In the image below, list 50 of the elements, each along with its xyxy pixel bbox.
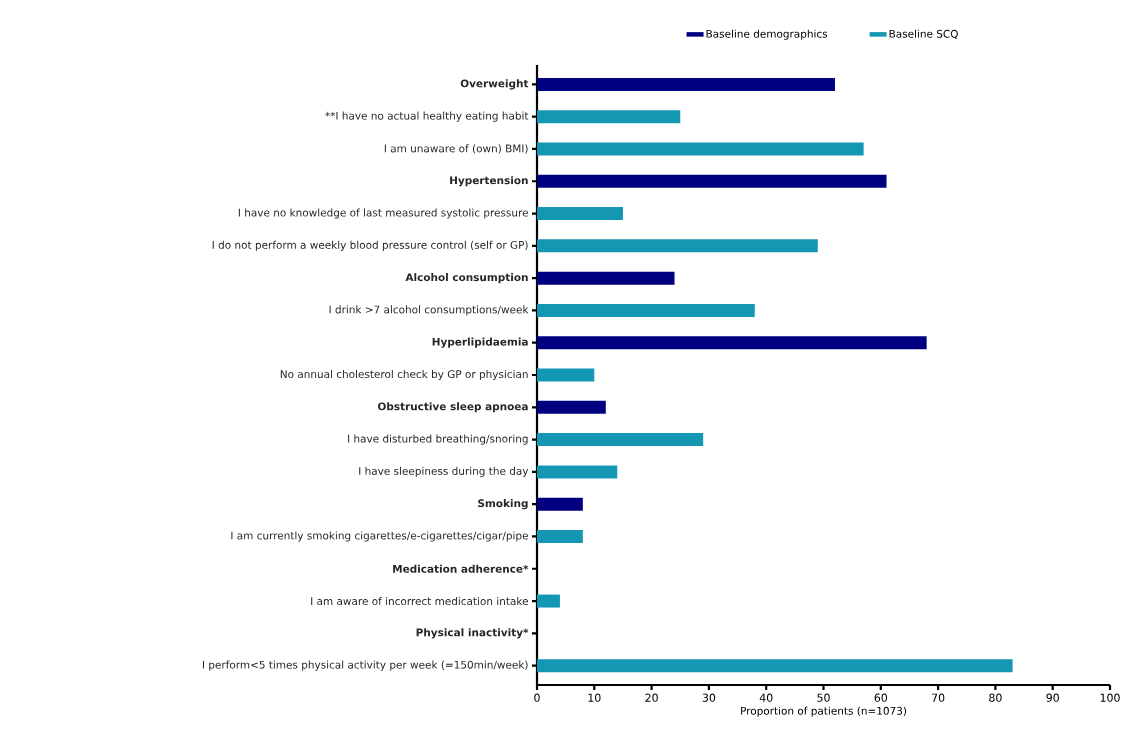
y-tick-label: I drink >7 alcohol consumptions/week [329, 305, 529, 316]
x-tick-label: 70 [932, 693, 945, 702]
x-tick-label: 30 [702, 693, 716, 702]
bar [537, 529, 583, 543]
bar [537, 659, 1013, 673]
y-tick-label: Obstructive sleep apnoea [377, 402, 528, 413]
y-tick-label: Physical inactivity* [416, 628, 529, 639]
bar [537, 336, 927, 350]
legend-label: Baseline SCQ [889, 29, 958, 39]
bar [537, 239, 818, 253]
y-tick-label: Overweight [460, 79, 529, 90]
bar [537, 77, 835, 91]
x-axis-title: Proportion of patients (n=1073) [741, 706, 907, 717]
y-tick-label: Smoking [478, 499, 528, 510]
bar [537, 497, 583, 511]
bar [537, 207, 623, 221]
bar [537, 110, 681, 124]
x-tick-label: 20 [645, 693, 658, 702]
y-tick-label: I have disturbed breathing/snoring [348, 434, 528, 445]
x-tick-label: 40 [759, 693, 773, 702]
x-tick-label: 60 [874, 693, 888, 702]
y-tick-label: I perform<5 times physical activity per week (=150min/week) [202, 660, 528, 671]
bar [537, 174, 887, 188]
x-tick-label: 90 [1046, 693, 1059, 702]
bar [537, 368, 595, 382]
y-tick-label: I have sleepiness during the day [359, 466, 529, 477]
y-tick-label: **I have no actual healthy eating habit [325, 111, 529, 122]
x-tick-label: 10 [588, 693, 601, 702]
y-tick-label: I am unaware of (own) BMI) [384, 144, 528, 154]
x-tick-label: 0 [534, 693, 540, 702]
y-tick-label: I have no knowledge of last measured systolic pressure [238, 208, 528, 219]
bar [537, 303, 755, 317]
bar [537, 465, 618, 479]
bar [537, 400, 606, 414]
x-tick-label: 50 [817, 693, 830, 702]
legend-label: Baseline demographics [706, 29, 828, 40]
x-tick-label: 80 [989, 693, 1002, 702]
bar [537, 142, 864, 156]
y-tick-label: I am aware of incorrect medication intake [311, 597, 528, 606]
bar [537, 433, 704, 447]
bar [537, 594, 560, 608]
y-tick-label: No annual cholesterol check by GP or physician [280, 369, 528, 381]
bar [537, 271, 675, 285]
y-tick-label: I do not perform a weekly blood pressure control (self or GP) [212, 240, 528, 251]
y-tick-label: Alcohol consumption [405, 273, 528, 284]
x-tick-label: 100 [1100, 693, 1120, 702]
y-tick-label: I am currently smoking cigarettes/e-cigarettes/cigar/pipe [231, 531, 528, 542]
y-tick-label: Medication adherence* [393, 564, 529, 573]
y-tick-label: Hyperlipidaemia [432, 337, 528, 348]
y-tick-label: Hypertension [450, 176, 528, 187]
